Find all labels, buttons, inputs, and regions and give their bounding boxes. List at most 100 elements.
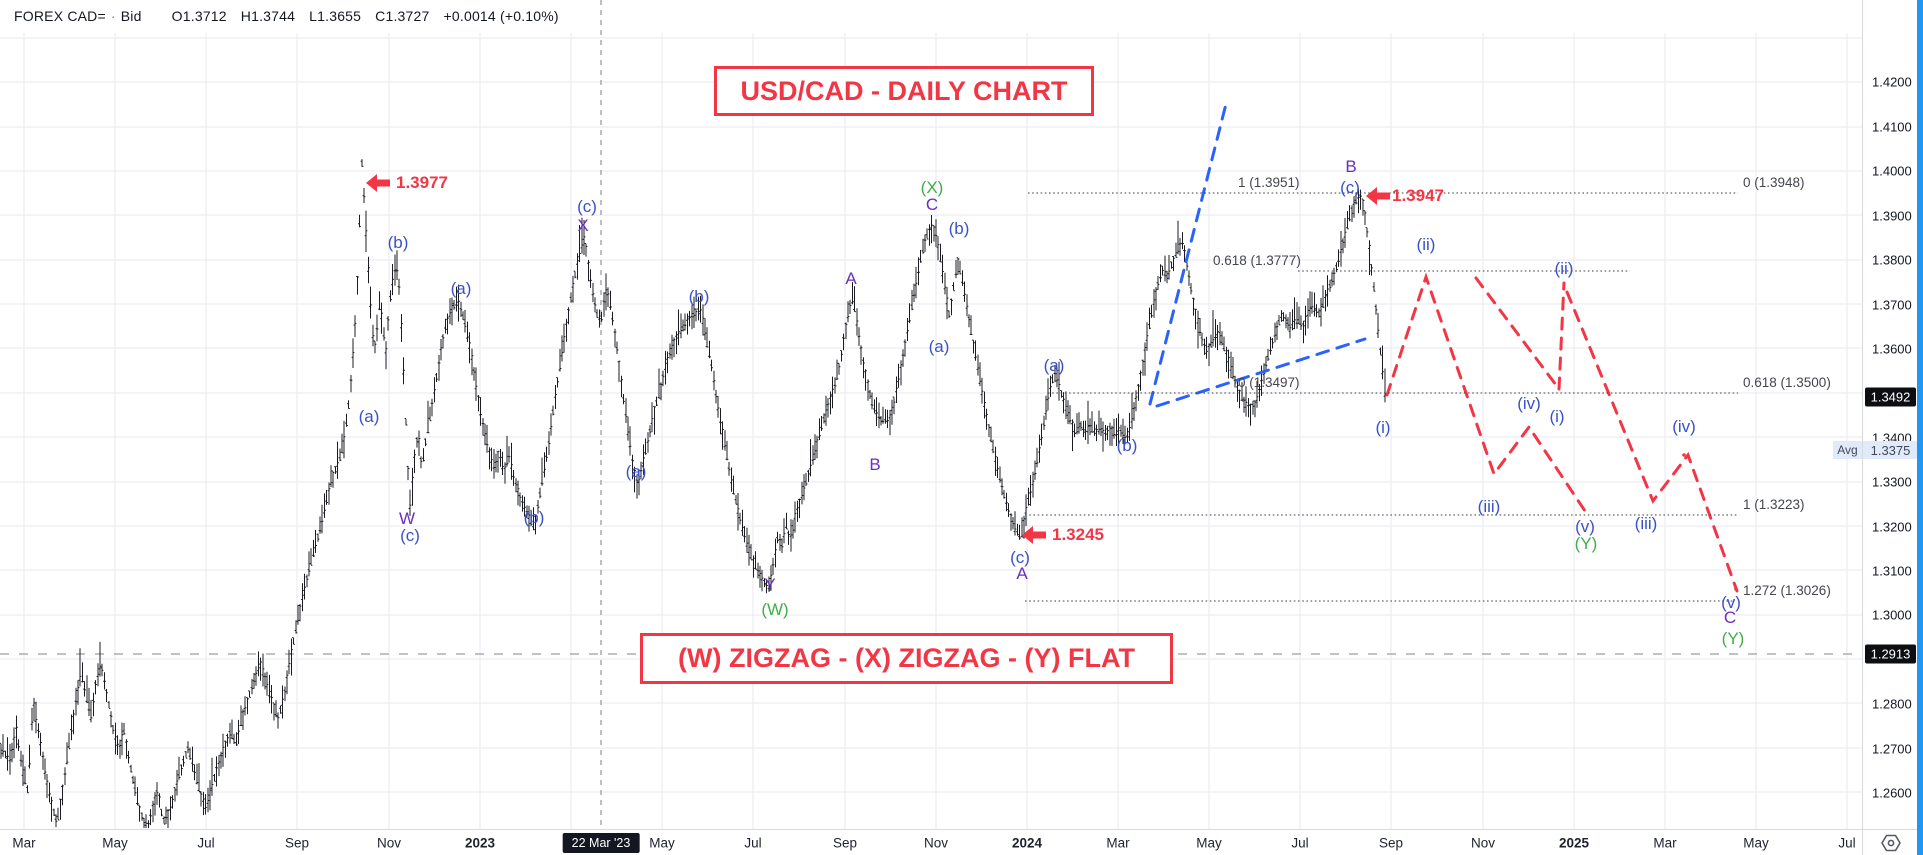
change-value: +0.0014 (+0.10%) — [443, 8, 559, 24]
fib-label: 0.618 (1.3777) — [1213, 253, 1301, 268]
arrow-price-label: 1.3947 — [1392, 186, 1444, 205]
fib-label: 1 (1.3223) — [1743, 497, 1805, 512]
time-axis-month: Mar — [12, 835, 36, 851]
time-axis-year: 2023 — [464, 835, 496, 851]
wave-label-v[interactable]: (v) — [1575, 517, 1595, 536]
wave-label-b[interactable]: (b) — [688, 287, 710, 306]
pattern-text: (W) ZIGZAG - (X) ZIGZAG - (Y) FLAT — [678, 643, 1135, 673]
time-axis-month: May — [102, 835, 128, 851]
wave-label-c[interactable]: (c) — [577, 197, 597, 216]
wave-label-c[interactable]: (c) — [1010, 548, 1030, 567]
wave-label-B[interactable]: B — [1345, 157, 1357, 176]
left-arrow-icon — [1366, 187, 1390, 205]
wave-label-ii[interactable]: (ii) — [1554, 259, 1574, 278]
fib-label: 0 (1.3948) — [1743, 175, 1805, 190]
time-axis-month: Mar — [1653, 835, 1677, 851]
fib-level-lines[interactable] — [1025, 192, 1738, 602]
time-axis-year: 2024 — [1011, 835, 1043, 851]
scale-settings-corner[interactable] — [1862, 829, 1918, 855]
price-bars — [0, 159, 1387, 828]
last-price-badge: 1.3492 — [1865, 387, 1916, 407]
wave-label-Y[interactable]: (Y) — [1721, 629, 1745, 648]
wave-label-a[interactable]: (a) — [450, 279, 472, 298]
wave-label-v[interactable]: (v) — [1721, 593, 1741, 612]
avg-price-chip: Avg — [1833, 441, 1862, 459]
wave-label-C[interactable]: C — [925, 195, 939, 214]
time-axis[interactable]: Mar May Jul Sep Nov 2023 May Jul Sep Nov 2024 Mar Ma… — [0, 829, 1862, 855]
arrow-price-label: 1.3245 — [1052, 525, 1104, 544]
trendline-blue[interactable] — [1148, 98, 1367, 408]
time-axis-month: Nov — [376, 835, 402, 851]
grid-lines — [0, 33, 1862, 829]
price-tick: 1.3800 — [1872, 252, 1912, 268]
wave-label-b[interactable]: (b) — [523, 508, 545, 527]
symbol-readout: FOREX CAD= · Bid O1.3712 H1.3744 L1.3655 C1.3… — [14, 8, 573, 24]
time-axis-month: Sep — [284, 835, 310, 851]
time-axis-month: Sep — [1378, 835, 1404, 851]
wave-label-a[interactable]: (a) — [625, 462, 647, 481]
wave-label-i[interactable]: (i) — [1549, 407, 1565, 426]
wave-label-a[interactable]: (a) — [358, 407, 380, 426]
wave-label-Y[interactable]: (Y) — [1574, 534, 1598, 553]
wave-label-W[interactable]: (W) — [761, 600, 789, 619]
wave-label-c[interactable]: (c) — [1340, 178, 1360, 197]
time-axis-month: Mar — [1106, 835, 1130, 851]
arrow-price-label: 1.3977 — [396, 173, 448, 192]
wave-label-a[interactable]: (a) — [928, 337, 950, 356]
wave-label-X[interactable]: (X) — [920, 178, 944, 197]
wave-label-W[interactable]: W — [398, 509, 416, 528]
price-tick: 1.3600 — [1872, 341, 1912, 357]
price-tick: 1.4000 — [1872, 163, 1912, 179]
fib-label: 0.618 (1.3500) — [1743, 375, 1831, 390]
ohlc-readout: O1.3712 H1.3744 L1.3655 C1.3727 +0.0014 (+0.… — [172, 8, 573, 24]
time-axis-month: Nov — [1470, 835, 1496, 851]
wave-label-ii[interactable]: (ii) — [1416, 235, 1436, 254]
quote-type: Bid — [120, 8, 142, 24]
wave-label-iii[interactable]: (iii) — [1634, 514, 1658, 533]
wave-label-b[interactable]: (b) — [1116, 436, 1138, 455]
price-tick: 1.2700 — [1872, 741, 1912, 757]
symbol-name: FOREX CAD= — [14, 8, 106, 24]
wave-label-a[interactable]: (a) — [1043, 356, 1065, 375]
wave-label-A[interactable]: A — [845, 269, 857, 288]
wave-label-iv[interactable]: (iv) — [1672, 417, 1696, 436]
fib-label: 0 (1.3497) — [1238, 375, 1300, 390]
wave-label-A[interactable]: A — [1016, 564, 1028, 583]
wave-label-b[interactable]: (b) — [948, 219, 970, 238]
high-value: H1.3744 — [240, 8, 296, 24]
open-value: O1.3712 — [171, 8, 227, 24]
price-tick: 1.2600 — [1872, 785, 1912, 801]
time-axis-month: Jul — [197, 835, 215, 851]
sidebar-accent-strip — [1917, 0, 1923, 855]
wave-label-iii[interactable]: (iii) — [1477, 497, 1501, 516]
chart-title-text: USD/CAD - DAILY CHART — [740, 75, 1068, 106]
left-arrow-icon — [366, 174, 390, 192]
separator-dot: · — [110, 8, 116, 24]
wave-label-C[interactable]: C — [1723, 608, 1737, 627]
price-tick: 1.2800 — [1872, 696, 1912, 712]
wave-label-iv[interactable]: (iv) — [1517, 394, 1541, 413]
time-axis-month: Jul — [1291, 835, 1309, 851]
fib-label: 1 (1.3951) — [1238, 175, 1300, 190]
projection-path-red[interactable] — [1385, 272, 1739, 593]
price-axis[interactable]: 1.4200 1.4100 1.4000 1.3900 1.3800 1.3700 1.36… — [1862, 0, 1918, 855]
time-axis-month: May — [1196, 835, 1222, 851]
wave-label-X[interactable]: X — [577, 216, 589, 235]
price-tick: 1.3100 — [1872, 563, 1912, 579]
wave-label-b[interactable]: (b) — [387, 233, 409, 252]
level-price-badge: 1.2913 — [1865, 644, 1916, 664]
price-arrow-icons — [366, 174, 1390, 544]
wave-label-i[interactable]: (i) — [1375, 418, 1391, 437]
wave-label-Y[interactable]: Y — [764, 575, 776, 594]
price-tick: 1.3200 — [1872, 519, 1912, 535]
left-arrow-icon — [1022, 526, 1046, 544]
time-axis-month: Jul — [1838, 835, 1856, 851]
wave-label-B[interactable]: B — [869, 455, 881, 474]
close-value: C1.3727 — [375, 8, 430, 24]
price-tick: 1.3700 — [1872, 297, 1912, 313]
time-axis-month: Sep — [832, 835, 858, 851]
time-axis-month: May — [1743, 835, 1769, 851]
wave-label-c[interactable]: (c) — [400, 526, 420, 545]
